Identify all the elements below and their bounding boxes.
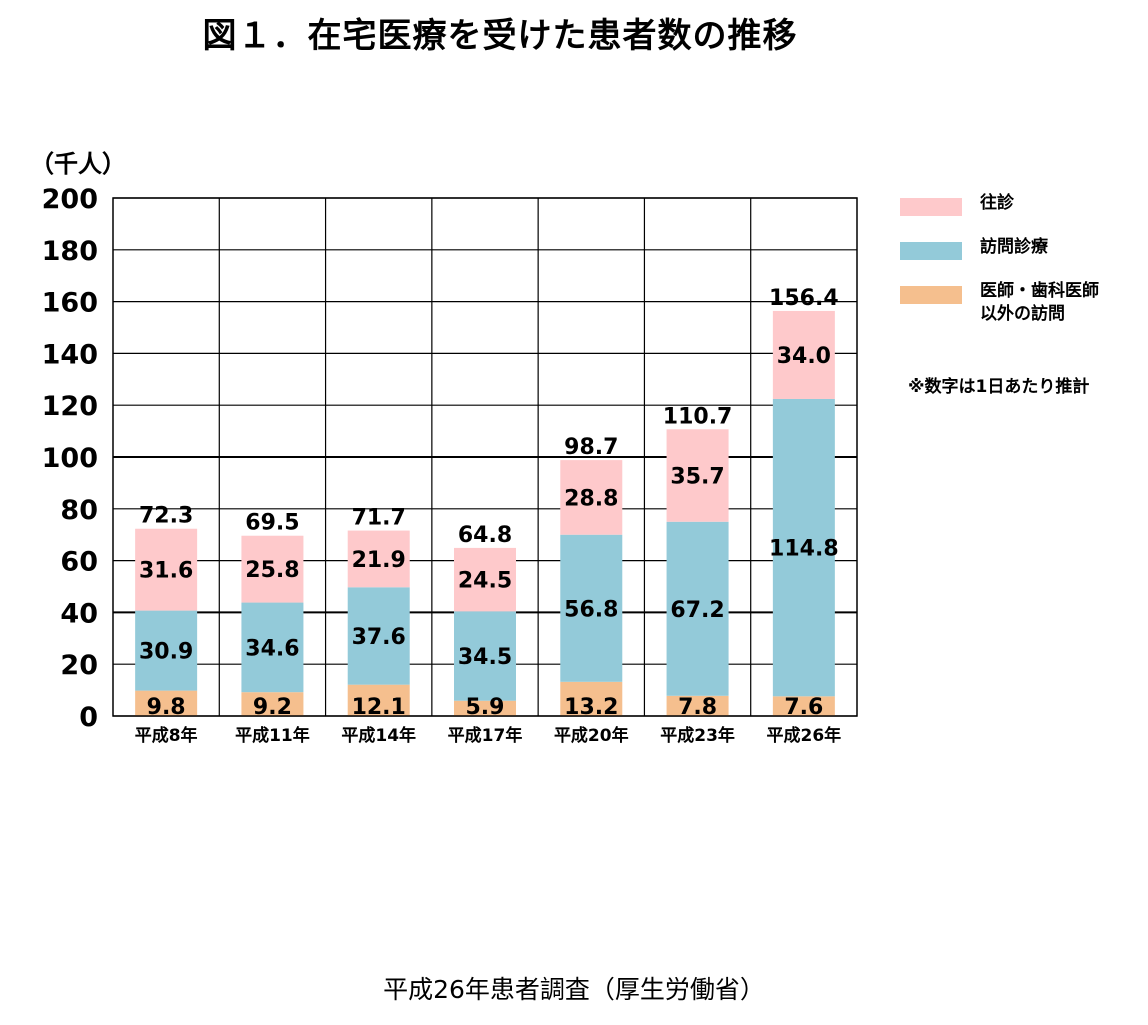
segment-value-label: 31.6: [139, 559, 193, 584]
x-tick-label: 平成26年: [767, 725, 842, 746]
y-tick-label: 80: [60, 495, 98, 526]
total-value-labels: 72.3 69.5 71.7 64.8 98.7 110.7 156.4: [139, 286, 839, 548]
y-tick-label: 160: [42, 288, 98, 319]
segment-value-label: 67.2: [670, 598, 724, 623]
y-tick-label: 20: [60, 650, 98, 681]
segment-value-label: 21.9: [352, 548, 406, 573]
legend-label-other-visits: 医師・歯科医師 以外の訪問: [980, 281, 1099, 324]
legend-swatch-houmon-shinryou: [900, 242, 962, 260]
y-tick-label: 60: [60, 547, 98, 578]
legend-item-houmon-shinryou: 訪問診療: [900, 236, 1145, 280]
segment-value-label: 35.7: [670, 465, 724, 490]
legend-item-oushin: 往診: [900, 192, 1145, 236]
y-tick-label: 0: [79, 702, 98, 733]
y-axis-ticks: 0 20 40 60 80 100 120 140 160 180 200: [42, 184, 98, 733]
segment-value-label: 28.8: [564, 486, 618, 511]
chart-title: 図１．在宅医療を受けた患者数の推移: [202, 16, 798, 56]
bar-segment: [454, 700, 516, 716]
bar-segment: [772, 398, 835, 697]
y-tick-label: 100: [42, 443, 98, 474]
segment-value-label: 24.5: [458, 569, 512, 594]
bar-segment: [772, 310, 835, 399]
x-axis-ticks: 平成8年 平成11年 平成14年 平成17年 平成20年 平成23年 平成26年: [135, 725, 841, 746]
bar-segment: [135, 690, 198, 716]
segment-value-label: 56.8: [564, 597, 618, 622]
x-tick-label: 平成23年: [660, 725, 735, 746]
legend-swatch-oushin: [900, 198, 962, 216]
source-caption: 平成26年患者調査（厚生労働省）: [383, 975, 765, 1004]
legend: 往診 訪問診療 医師・歯科医師 以外の訪問: [900, 192, 1145, 324]
total-value-label: 64.8: [458, 523, 512, 548]
segment-value-label: 37.6: [352, 625, 406, 650]
bar-segment: [454, 611, 516, 701]
segment-value-label: 114.8: [769, 537, 839, 562]
bar-segment: [347, 587, 410, 685]
bar-segment: [347, 530, 410, 588]
bar-segment: [241, 692, 304, 716]
x-tick-label: 平成11年: [235, 725, 310, 746]
bar-segment: [666, 521, 729, 696]
total-value-label: 156.4: [769, 286, 839, 311]
bar-segment: [560, 460, 623, 535]
x-tick-label: 平成20年: [554, 725, 629, 746]
y-tick-label: 40: [60, 598, 98, 629]
x-tick-label: 平成17年: [448, 725, 523, 746]
bar-segment: [241, 602, 304, 693]
bar-segment: [241, 535, 304, 603]
bar-segment: [347, 684, 410, 716]
total-value-label: 69.5: [245, 511, 299, 536]
total-value-label: 71.7: [352, 506, 406, 531]
legend-item-other-visits: 医師・歯科医師 以外の訪問: [900, 280, 1145, 324]
bar-segment: [135, 610, 198, 691]
bar-series: [135, 310, 835, 716]
x-tick-label: 平成14年: [341, 725, 416, 746]
plot-border: [112, 197, 858, 717]
legend-label-houmon-shinryou: 訪問診療: [980, 237, 1048, 257]
segment-value-label: 30.9: [139, 640, 193, 665]
bar-segment: [454, 547, 516, 612]
total-value-label: 110.7: [663, 404, 733, 429]
bar-segment: [666, 695, 729, 716]
segment-value-label: 25.8: [245, 558, 299, 583]
segment-value-label: 34.0: [777, 344, 831, 369]
y-axis-unit-label: （千人）: [30, 150, 126, 178]
x-tick-label: 平成8年: [135, 725, 198, 746]
segment-value-label: 34.6: [245, 636, 299, 661]
bar-segment: [772, 696, 835, 716]
bar-segment: [666, 429, 729, 522]
y-tick-label: 180: [42, 236, 98, 267]
y-tick-label: 200: [42, 184, 98, 215]
bar-segment: [135, 528, 198, 611]
bar-segment: [560, 681, 623, 716]
legend-label-oushin: 往診: [980, 193, 1014, 213]
total-value-label: 72.3: [139, 504, 193, 529]
segment-value-label: 34.5: [458, 645, 512, 670]
plot-frame: [112, 197, 858, 717]
total-value-label: 98.7: [564, 435, 618, 460]
bar-segment: [560, 534, 623, 682]
y-tick-label: 140: [42, 339, 98, 370]
y-tick-label: 120: [42, 391, 98, 422]
estimate-note: ※数字は1日あたり推計: [908, 377, 1090, 397]
legend-swatch-other-visits: [900, 286, 962, 304]
